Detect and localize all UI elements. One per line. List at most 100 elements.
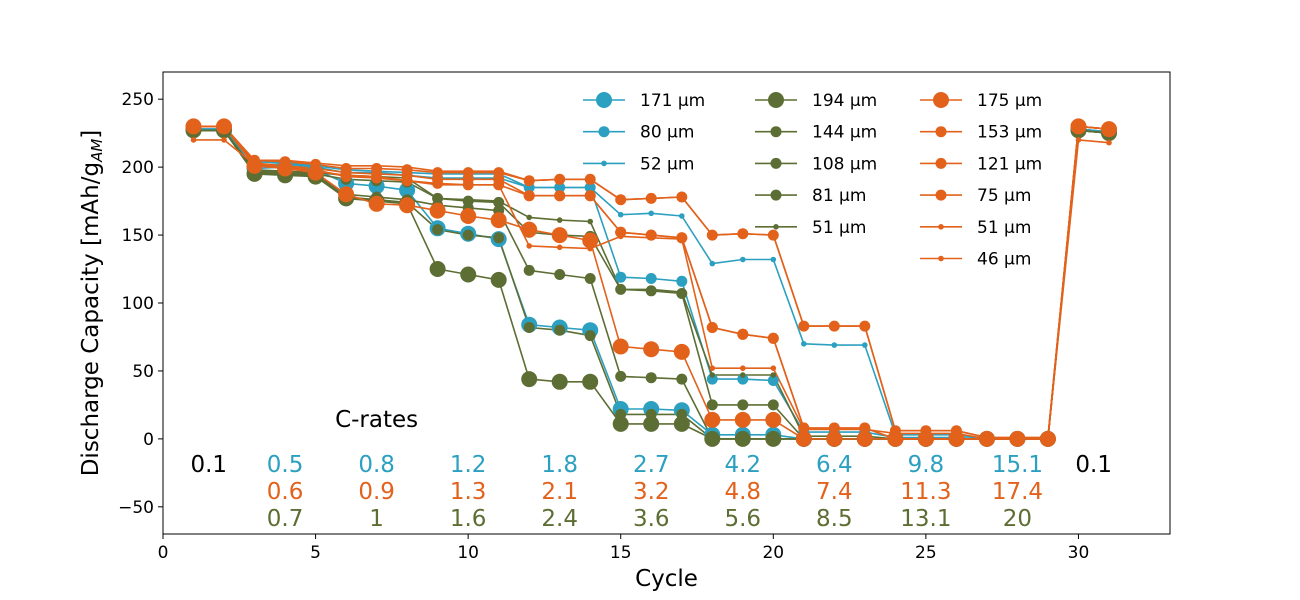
c-rate-label: 2.4: [541, 506, 578, 532]
data-point: [704, 411, 721, 428]
y-tick-label: 50: [132, 362, 154, 382]
data-point: [923, 430, 929, 437]
data-point: [554, 269, 566, 280]
data-point: [587, 245, 593, 252]
c-rate-label: 0.6: [267, 479, 304, 505]
data-point: [920, 433, 932, 445]
data-point: [679, 213, 685, 219]
data-point: [190, 123, 197, 130]
y-tick-label: 200: [122, 158, 154, 178]
legend-marker: [770, 189, 782, 201]
data-point: [648, 286, 654, 293]
data-point: [551, 227, 568, 244]
data-point: [1075, 137, 1082, 143]
data-point: [709, 232, 716, 238]
c-rate-label: 1.8: [541, 452, 578, 478]
c-rate-label: 0.7: [267, 506, 304, 532]
data-point: [831, 342, 838, 348]
data-point: [251, 161, 258, 168]
data-point: [737, 433, 749, 445]
data-point: [617, 233, 624, 240]
data-point: [584, 273, 596, 284]
legend-marker: [938, 224, 944, 230]
data-point: [676, 373, 688, 385]
data-point: [373, 173, 380, 180]
data-point: [221, 123, 227, 130]
data-point: [556, 184, 563, 191]
data-point: [490, 271, 507, 288]
data-point: [1106, 126, 1112, 132]
data-point: [617, 286, 624, 293]
data-point: [584, 190, 596, 202]
data-point: [556, 176, 563, 183]
data-point: [706, 399, 718, 411]
data-point: [312, 168, 319, 174]
legend-marker: [601, 160, 607, 167]
data-point: [526, 177, 532, 184]
data-point: [801, 426, 807, 433]
data-point: [251, 157, 258, 164]
c-rate-label: 15.1: [992, 452, 1043, 478]
legend-label: 52 μm: [640, 154, 694, 174]
data-point: [190, 137, 197, 143]
data-point: [521, 371, 538, 388]
y-axis-title: Discharge Capacity [mAh/gAM]: [78, 130, 106, 477]
data-point: [770, 232, 777, 238]
data-point: [617, 196, 624, 203]
legend-label: 153 μm: [977, 123, 1042, 143]
x-axis-title: Cycle: [635, 566, 698, 592]
data-point: [770, 365, 777, 372]
data-point: [368, 195, 385, 212]
data-point: [373, 163, 380, 169]
data-point: [612, 338, 629, 355]
c-rate-label: 3.2: [633, 479, 670, 505]
data-point: [490, 212, 507, 229]
data-point: [1045, 436, 1051, 442]
legend-label: 51 μm: [977, 218, 1031, 238]
c-rate-label: 2.7: [633, 452, 670, 478]
legend-label: 194 μm: [812, 91, 877, 111]
data-point: [523, 264, 535, 276]
legend-marker: [773, 224, 779, 230]
data-point: [312, 160, 319, 166]
legend-label: 175 μm: [977, 91, 1042, 111]
legend-marker: [935, 126, 947, 138]
data-point: [554, 190, 566, 202]
data-point: [801, 323, 807, 329]
data-point: [679, 236, 685, 242]
data-point: [556, 217, 563, 223]
legend-marker: [935, 189, 947, 201]
y-axis-title-subscript: AM: [88, 139, 106, 163]
c-rate-label: 5.6: [724, 506, 761, 532]
data-point: [645, 408, 657, 420]
x-tick-label: 25: [915, 543, 937, 563]
data-point: [740, 230, 746, 237]
data-point: [465, 182, 472, 188]
data-point: [737, 328, 749, 340]
x-tick-label: 0: [158, 543, 169, 563]
data-point: [432, 224, 444, 236]
y-tick-label: 250: [122, 90, 154, 110]
data-point: [767, 399, 779, 411]
legend-label: 144 μm: [812, 123, 877, 143]
c-rate-label: 3.6: [633, 506, 670, 532]
data-point: [587, 184, 593, 191]
data-point: [493, 232, 505, 244]
data-point: [399, 197, 416, 214]
data-point: [495, 198, 502, 204]
data-point: [615, 370, 627, 382]
data-point: [826, 430, 843, 447]
data-point: [831, 426, 838, 433]
data-point: [831, 323, 838, 329]
series-line-6: [193, 129, 1110, 440]
data-point: [551, 373, 568, 390]
data-point: [765, 411, 782, 428]
data-point: [648, 235, 654, 241]
legend-marker: [768, 92, 784, 108]
data-point: [434, 182, 441, 188]
data-point: [676, 408, 688, 420]
data-point: [399, 182, 416, 199]
legend-label: 46 μm: [977, 250, 1031, 270]
legend-label: 75 μm: [977, 186, 1031, 206]
